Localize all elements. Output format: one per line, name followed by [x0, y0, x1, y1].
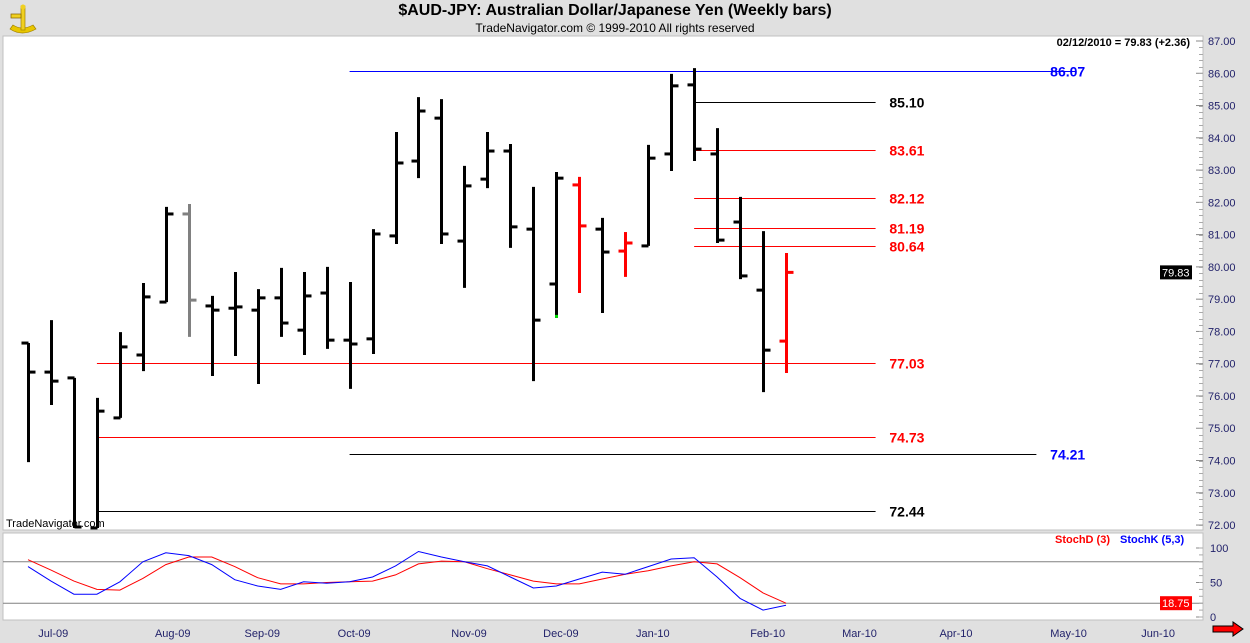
stoch-line-blue: [27, 550, 787, 611]
price-bar: [756, 231, 771, 393]
y-tick-label: 82.00: [1208, 197, 1236, 209]
price-bar: [90, 397, 105, 530]
level-label: 77.03: [889, 356, 924, 372]
price-bar: [480, 132, 495, 189]
price-bar: [779, 253, 794, 374]
level-label: 86.07: [1050, 64, 1085, 80]
price-bar: [710, 128, 725, 244]
y-tick-label: 76.00: [1208, 391, 1236, 403]
level-label: 80.64: [889, 239, 924, 255]
price-bar: [44, 320, 59, 406]
price-bar: [205, 295, 220, 376]
price-bar: [411, 97, 426, 179]
y-tick-label: 81.00: [1208, 230, 1236, 242]
price-bar: [572, 176, 587, 294]
level-label: 72.44: [889, 504, 924, 520]
x-tick-label: Jun-10: [1141, 628, 1175, 640]
price-bar: [434, 99, 449, 244]
price-bar: [21, 341, 36, 463]
y-tick-label: 87.00: [1208, 36, 1236, 48]
price-bar: [159, 206, 174, 304]
arrow-right-icon[interactable]: [1212, 621, 1244, 637]
price-bar: [595, 217, 610, 314]
price-bar: [320, 266, 335, 349]
price-bar: [664, 73, 679, 172]
price-bar: [228, 272, 243, 356]
x-tick-label: Mar-10: [842, 628, 877, 640]
x-tick-label: Jul-09: [38, 628, 68, 640]
x-tick-label: Apr-10: [939, 628, 972, 640]
price-bar: [251, 289, 266, 385]
x-tick-label: Oct-09: [338, 628, 371, 640]
x-tick-label: Sep-09: [245, 628, 280, 640]
level-label: 82.12: [889, 191, 924, 207]
price-bar: [136, 283, 151, 372]
price-bar: [389, 132, 404, 244]
stochd-legend: StochD (3): [1055, 534, 1110, 546]
price-bar: [687, 68, 702, 162]
y-tick-label: 86.00: [1208, 68, 1236, 80]
stoch-line-red: [27, 556, 787, 604]
price-bar: [618, 232, 633, 277]
level-label: 74.73: [889, 430, 924, 446]
stoch-last-label: 18.75: [1162, 598, 1190, 610]
stochk-legend: StochK (5,3): [1120, 534, 1185, 546]
y-tick-label: 85.00: [1208, 101, 1236, 113]
y-tick-label: 83.00: [1208, 165, 1236, 177]
level-label: 74.21: [1050, 447, 1085, 463]
watermark: TradeNavigator.com: [6, 518, 105, 530]
price-bar: [343, 282, 358, 389]
x-tick-label: May-10: [1050, 628, 1087, 640]
y-tick-label: 74.00: [1208, 456, 1236, 468]
chart-subtitle: TradeNavigator.com © 1999-2010 All right…: [475, 21, 755, 35]
price-bar: [549, 172, 564, 318]
price-bar: [67, 376, 82, 529]
price-bar: [274, 267, 289, 337]
sextant-icon[interactable]: [9, 4, 37, 34]
last-price-label: 79.83: [1162, 267, 1190, 279]
price-bar: [297, 272, 312, 355]
y-tick-label: 80.00: [1208, 262, 1236, 274]
stoch-tick-label: 0: [1210, 612, 1216, 624]
chart-title: $AUD-JPY: Australian Dollar/Japanese Yen…: [398, 2, 832, 19]
x-tick-label: Feb-10: [750, 628, 785, 640]
x-tick-label: Nov-09: [451, 628, 486, 640]
price-bar: [733, 196, 748, 280]
stoch-last-box: [1160, 596, 1192, 611]
stoch-tick-label: 100: [1210, 543, 1228, 555]
last-price-box: [1160, 265, 1192, 280]
level-label: 85.10: [889, 95, 924, 111]
price-bar: [113, 332, 128, 420]
readout: 02/12/2010 = 79.83 (+2.36): [1057, 37, 1191, 49]
y-tick-label: 84.00: [1208, 133, 1236, 145]
x-tick-label: Dec-09: [543, 628, 578, 640]
x-tick-label: Aug-09: [155, 628, 190, 640]
price-bar: [457, 165, 472, 288]
low-marker: [555, 314, 558, 318]
level-label: 83.61: [889, 143, 924, 159]
y-tick-label: 75.00: [1208, 423, 1236, 435]
level-label: 81.19: [889, 221, 924, 237]
price-bar: [641, 144, 656, 248]
price-bar: [182, 203, 197, 337]
x-tick-label: Jan-10: [636, 628, 670, 640]
y-tick-label: 77.00: [1208, 359, 1236, 371]
y-tick-label: 79.00: [1208, 294, 1236, 306]
y-tick-label: 72.00: [1208, 520, 1236, 532]
stochastic-panel: [2, 532, 1204, 621]
stoch-tick-label: 50: [1210, 578, 1222, 590]
price-bar: [503, 143, 518, 248]
price-bar: [366, 229, 381, 355]
y-tick-label: 78.00: [1208, 326, 1236, 338]
price-bar: [526, 186, 541, 382]
y-tick-label: 73.00: [1208, 488, 1236, 500]
